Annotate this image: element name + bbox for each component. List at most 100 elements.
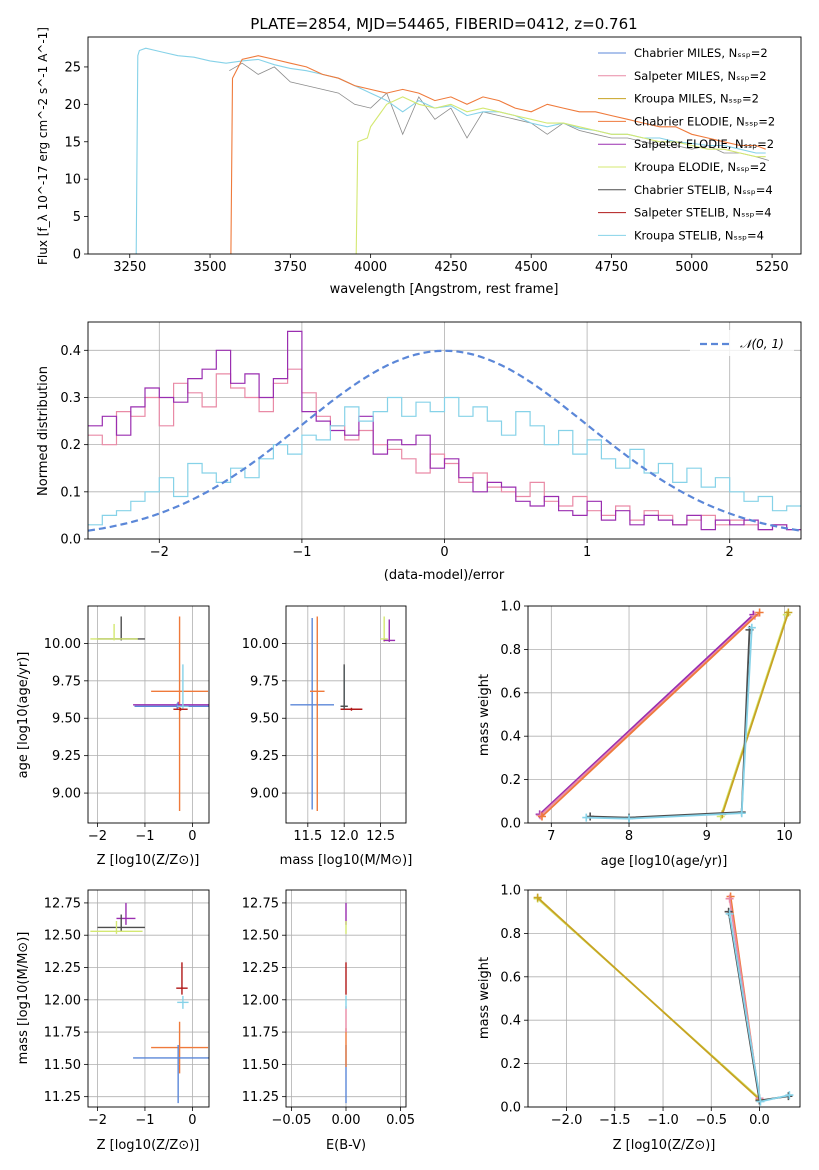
residuals-frame [87, 321, 802, 540]
mass-vs-ebv-ytick-label: 11.50 [242, 1058, 279, 1073]
spectrum-legend-label: Chabrier MILES, Nₛₛₚ=2 [634, 46, 768, 60]
mass-vs-Z-panel: −2 −1 0 11.25 11.50 11.75 12.00 12.25 12.50 12.75… [16, 889, 210, 1153]
age-vs-mass-plot-area: 11.5 12.0 12.5 9.00 9.25 9.50 9.75 10.00 [242, 605, 407, 844]
spectrum-frame [87, 36, 802, 255]
weight-vs-age-ytick-label: 1.0 [500, 600, 521, 615]
mass-vs-Z-ytick-label: 11.25 [44, 1090, 81, 1105]
weight-vs-Z-plot-area: −2.0 −1.5 −1.0 −0.5 0.0 0.0 0.2 0.4 0.6 0.8 1.0 [500, 884, 801, 1128]
weight-vs-age-ytick-label: 0.6 [500, 686, 521, 701]
spectrum-xtick-label: 4750 [595, 260, 628, 275]
weight-vs-age-ytick-label: 0.8 [500, 643, 521, 658]
age-vs-Z-frame [87, 605, 210, 824]
weight-vs-Z-ytick-label: 0.2 [500, 1057, 521, 1072]
age-vs-mass-xtick-label: 11.5 [293, 829, 322, 844]
mass-vs-Z-ytick-label: 12.25 [44, 961, 81, 976]
weight-vs-age-xtick-label: 10 [776, 829, 793, 844]
weight-vs-Z-xtick-label: −1.5 [599, 1113, 631, 1128]
weight-vs-Z-series-marker [725, 909, 734, 918]
mass-vs-ebv-ytick-label: 12.25 [242, 961, 279, 976]
mass-vs-ebv-frame [285, 889, 407, 1108]
residuals-legend-label: 𝒩(0, 1) [740, 337, 784, 351]
weight-vs-age-ytick-label: 0.4 [500, 730, 521, 745]
mass-vs-ebv-xtick-label: 0.05 [386, 1113, 415, 1128]
weight-vs-Z-xlabel: Z [log10(Z/Z⊙)] [613, 1138, 716, 1153]
weight-vs-Z-series-marker [756, 1097, 765, 1106]
weight-vs-Z-xtick-label: −1.0 [647, 1113, 679, 1128]
weight-vs-age-xlabel: age [log10(age/yr)] [601, 854, 728, 869]
age-vs-Z-xlabel: Z [log10(Z/Z⊙)] [97, 853, 200, 868]
residuals-ytick-label: 0.3 [60, 391, 81, 406]
residuals-ytick-label: 0.1 [60, 485, 81, 500]
weight-vs-Z-ytick-label: 0.6 [500, 970, 521, 985]
weight-vs-Z-panel: −2.0 −1.5 −1.0 −0.5 0.0 0.0 0.2 0.4 0.6 0.8 1.0 Z … [477, 884, 801, 1153]
weight-vs-age-series-line [539, 615, 756, 817]
mass-vs-Z-ytick-label: 12.75 [44, 896, 81, 911]
weight-vs-Z-series-marker [725, 894, 734, 903]
mass-vs-Z-ylabel: mass [log10(M/M⊙)] [16, 932, 31, 1065]
mass-vs-Z-ytick-label: 12.50 [44, 929, 81, 944]
spectrum-plot-area: 3250 3500 3750 4000 4250 4500 4750 5000 5250 0 5 10… [64, 36, 802, 275]
weight-vs-age-panel: 7 8 9 10 0.0 0.2 0.4 0.6 0.8 1.0 age [log10(age/y… [477, 600, 801, 869]
mass-vs-Z-xtick-label: 0 [188, 1113, 196, 1128]
spectrum-xtick-label: 5250 [756, 260, 789, 275]
weight-vs-age-series-line [539, 614, 755, 815]
weight-vs-age-series-line [586, 627, 753, 820]
spectrum-ylabel: Flux [f_λ 10^-17 erg cm^-2 s^-1 A^-1] [36, 27, 50, 265]
weight-vs-Z-series-marker [533, 893, 542, 902]
weight-vs-age-series-marker [537, 812, 546, 821]
age-vs-mass-content [290, 616, 396, 812]
weight-vs-Z-xtick-label: −2.0 [551, 1113, 583, 1128]
age-vs-Z-plot-area: −2 −1 0 9.00 9.25 9.50 9.75 10.00 [44, 605, 210, 844]
age-vs-mass-ytick-label: 9.75 [250, 674, 279, 689]
age-vs-mass-xlabel: mass [log10(M/M⊙)] [280, 853, 413, 868]
weight-vs-Z-series-line [536, 896, 761, 1101]
weight-vs-Z-ylabel: mass weight [477, 957, 492, 1039]
spectrum-xtick-label: 4000 [354, 260, 387, 275]
residuals-xtick-label: −2 [150, 545, 169, 560]
age-vs-mass-grid [286, 606, 406, 823]
weight-vs-Z-ytick-label: 1.0 [500, 884, 521, 899]
weight-vs-age-series-marker [737, 809, 746, 818]
age-vs-mass-ytick-label: 10.00 [242, 637, 279, 652]
spectrum-xtick-label: 3250 [113, 260, 146, 275]
age-vs-Z-grid [88, 606, 209, 823]
weight-vs-age-xtick-label: 8 [625, 829, 633, 844]
mass-vs-Z-ytick-label: 11.75 [44, 1026, 81, 1041]
weight-vs-Z-frame [527, 889, 801, 1108]
residuals-xtick-label: 2 [726, 545, 734, 560]
residuals-ylabel: Normed distribution [36, 366, 51, 496]
weight-vs-age-frame [527, 605, 801, 824]
spectrum-ytick-label: 25 [64, 60, 81, 75]
age-vs-Z-xtick-label: −1 [135, 829, 154, 844]
residuals-legend-box [690, 330, 794, 356]
weight-vs-Z-content [533, 892, 794, 1106]
weight-vs-Z-ytick-label: 0.0 [500, 1101, 521, 1116]
mass-vs-Z-frame [87, 889, 210, 1108]
weight-vs-age-ytick-label: 0.0 [500, 817, 521, 832]
age-vs-mass-ytick-label: 9.25 [250, 749, 279, 764]
spectrum-legend-label: Salpeter ELODIE, Nₛₛₚ=2 [634, 137, 774, 151]
weight-vs-age-xtick-label: 7 [547, 829, 555, 844]
weight-vs-age-series-marker [784, 608, 793, 617]
age-vs-Z-ytick-label: 10.00 [44, 637, 81, 652]
spectrum-legend-label: Kroupa ELODIE, Nₛₛₚ=2 [634, 160, 767, 174]
mass-vs-ebv-ytick-label: 11.75 [242, 1026, 279, 1041]
weight-vs-age-series-line [590, 629, 751, 819]
age-vs-Z-ytick-label: 9.50 [52, 712, 81, 727]
spectrum-legend: Chabrier MILES, Nₛₛₚ=2 Salpeter MILES, Nₛ… [598, 46, 775, 242]
spectrum-ytick-label: 15 [64, 135, 81, 150]
weight-vs-Z-ytick-label: 0.8 [500, 927, 521, 942]
age-vs-mass-xtick-label: 12.5 [366, 829, 395, 844]
weight-vs-age-series-line [721, 612, 790, 815]
weight-vs-Z-ytick-label: 0.4 [500, 1014, 521, 1029]
age-vs-mass-xtick-label: 12.0 [330, 829, 359, 844]
mass-vs-Z-grid [88, 890, 209, 1107]
weight-vs-Z-series-marker [785, 1091, 794, 1100]
spectrum-ytick-label: 10 [64, 173, 81, 188]
spectrum-series-line [230, 55, 766, 254]
mass-vs-Z-ytick-label: 12.00 [44, 993, 81, 1008]
weight-vs-age-content [535, 608, 793, 823]
mass-vs-Z-xtick-label: −1 [135, 1113, 154, 1128]
spectrum-legend-label: Kroupa MILES, Nₛₛₚ=2 [634, 92, 759, 106]
